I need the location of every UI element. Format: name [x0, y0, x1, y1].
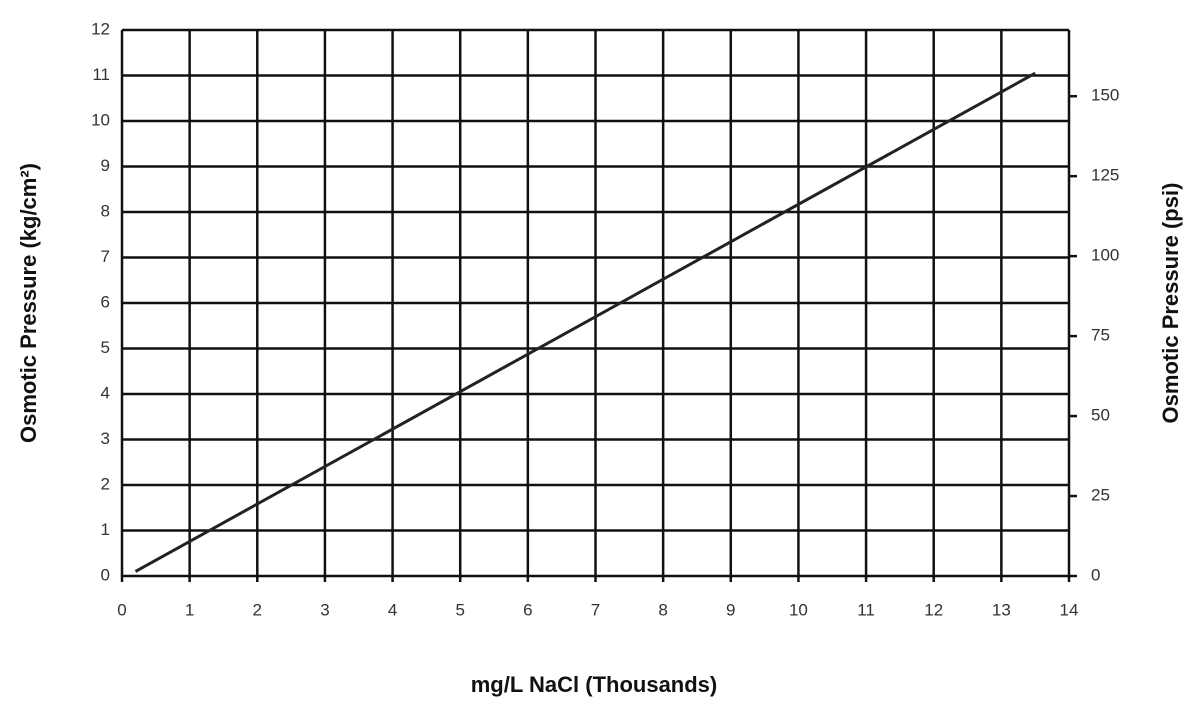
y-tick-label: 1	[101, 520, 110, 539]
y-tick-label: 7	[101, 247, 110, 266]
y2-tick-label: 75	[1091, 326, 1110, 345]
y2-tick-label: 25	[1091, 486, 1110, 505]
y-tick-label: 4	[101, 383, 110, 402]
x-tick-label: 11	[857, 600, 875, 619]
x-tick-label: 3	[320, 600, 329, 619]
x-tick-label: 4	[388, 600, 397, 619]
y2-tick-label: 100	[1091, 246, 1119, 265]
x-tick-label: 10	[789, 600, 808, 619]
x-axis-title: mg/L NaCl (Thousands)	[471, 672, 718, 697]
y-tick-label: 12	[91, 19, 110, 38]
x-tick-label: 0	[117, 600, 126, 619]
y-tick-label: 9	[101, 156, 110, 175]
x-tick-label: 1	[185, 600, 194, 619]
x-tick-label: 8	[658, 600, 667, 619]
y2-tick-label: 50	[1091, 406, 1110, 425]
y-tick-label: 3	[101, 429, 110, 448]
y-tick-label: 5	[101, 338, 110, 357]
x-tick-label: 14	[1060, 600, 1079, 619]
x-tick-label: 9	[726, 600, 735, 619]
y-tick-label: 6	[101, 292, 110, 311]
y-tick-label: 8	[101, 201, 110, 220]
x-tick-label: 7	[591, 600, 600, 619]
x-tick-label: 5	[455, 600, 464, 619]
data-line	[134, 71, 1036, 573]
y-tick-label: 2	[101, 474, 110, 493]
y-tick-label: 10	[91, 110, 110, 129]
y-tick-label: 11	[92, 65, 110, 84]
x-tick-label: 6	[523, 600, 532, 619]
y2-axis-title: Osmotic Pressure (psi)	[1158, 183, 1183, 424]
y2-tick-label: 150	[1091, 86, 1119, 105]
y2-tick-label: 0	[1091, 565, 1100, 584]
x-tick-label: 13	[992, 600, 1011, 619]
y-axis-title: Osmotic Pressure (kg/cm²)	[16, 163, 41, 443]
y2-tick-label: 125	[1091, 166, 1119, 185]
x-tick-label: 12	[924, 600, 943, 619]
x-tick-label: 2	[253, 600, 262, 619]
y-tick-label: 0	[101, 565, 110, 584]
